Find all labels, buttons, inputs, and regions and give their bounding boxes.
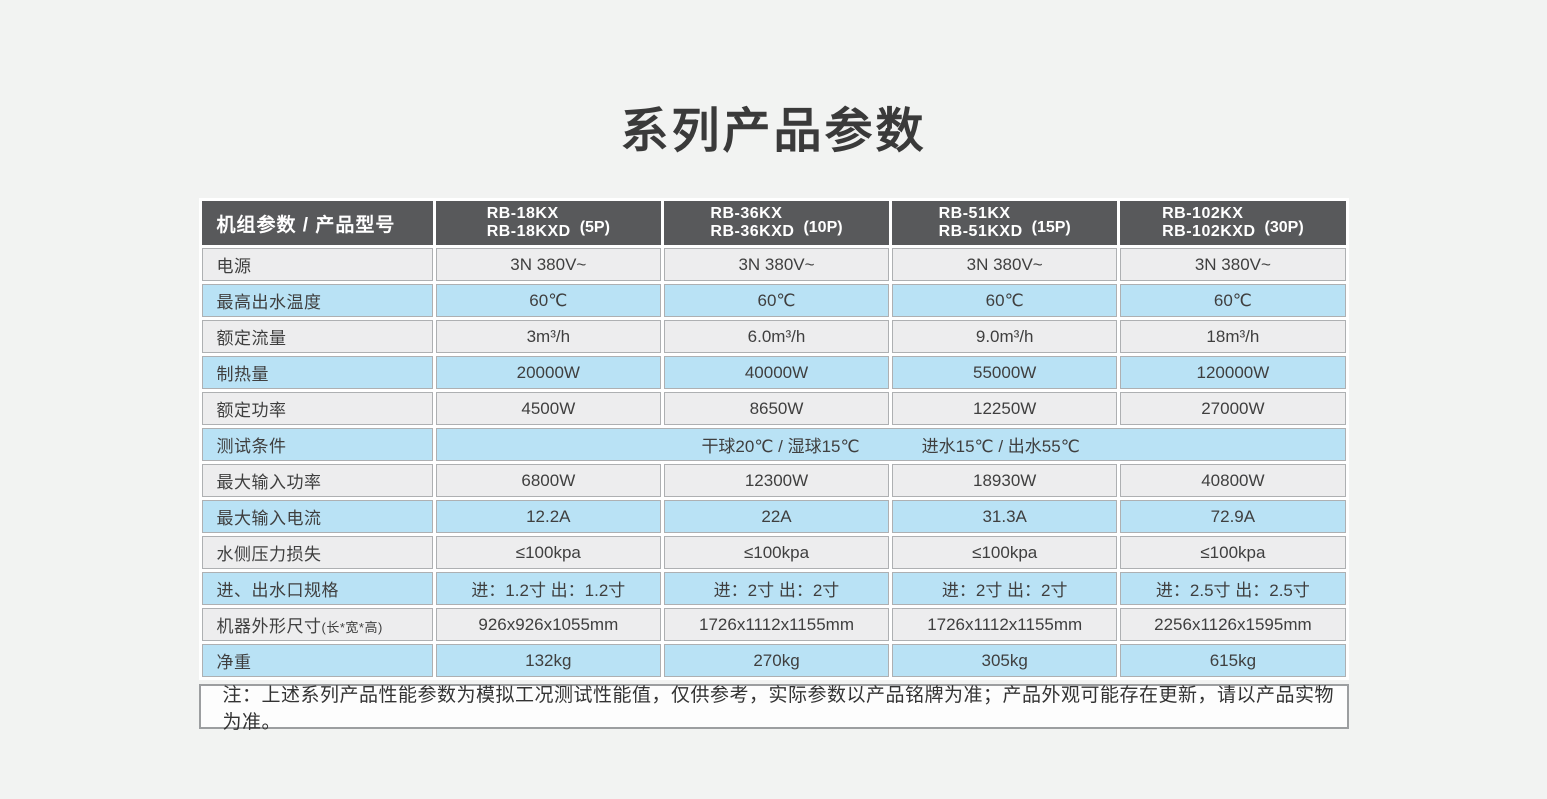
table-row-rated-flow: 额定流量 3m³/h 6.0m³/h 9.0m³/h 18m³/h <box>201 320 1346 353</box>
spec-value: 31.3A <box>892 500 1118 533</box>
spec-value: 926x926x1055mm <box>435 608 661 641</box>
row-label: 最大输入功率 <box>201 464 433 497</box>
table-row-test-conditions: 测试条件 干球20℃ / 湿球15℃ 进水15℃ / 出水55℃ <box>201 428 1346 461</box>
spec-value: 270kg <box>663 644 890 677</box>
table-row-power-supply: 电源 3N 380V~ 3N 380V~ 3N 380V~ 3N 380V~ <box>201 248 1346 281</box>
spec-value: 1726x1112x1155mm <box>663 608 890 641</box>
spec-value: 3N 380V~ <box>1120 248 1346 281</box>
spec-value: ≤100kpa <box>663 536 890 569</box>
spec-value: 305kg <box>892 644 1118 677</box>
table-row-rated-power: 额定功率 4500W 8650W 12250W 27000W <box>201 392 1346 425</box>
row-label: 水侧压力损失 <box>201 536 433 569</box>
model-name-line2: RB-102KXD <box>1162 223 1256 240</box>
spec-value: ≤100kpa <box>435 536 661 569</box>
footnote-text: 注：上述系列产品性能参数为模拟工况测试性能值，仅供参考，实际参数以产品铭牌为准；… <box>222 684 1335 733</box>
header-model-rb36: RB-36KX RB-36KXD (10P) <box>663 201 890 245</box>
table-row-net-weight: 净重 132kg 270kg 305kg 615kg <box>201 644 1346 677</box>
spec-value: 132kg <box>435 644 661 677</box>
spec-value: 3N 380V~ <box>892 248 1118 281</box>
row-label: 额定流量 <box>201 320 433 353</box>
header-row: 机组参数 / 产品型号 RB-18KX RB-18KXD (5P) RB-36K… <box>201 201 1346 245</box>
model-name-line1: RB-51KX <box>938 205 1011 222</box>
spec-value: 2256x1126x1595mm <box>1120 608 1346 641</box>
test-conditions-merged-cell: 干球20℃ / 湿球15℃ 进水15℃ / 出水55℃ <box>435 428 1346 461</box>
spec-value: 60℃ <box>1120 284 1346 317</box>
model-name-line1: RB-18KX <box>486 205 559 222</box>
model-power-rating: (10P) <box>803 218 843 236</box>
row-label: 机器外形尺寸(长*宽*高) <box>201 608 433 641</box>
table-row-max-input-current: 最大输入电流 12.2A 22A 31.3A 72.9A <box>201 500 1346 533</box>
table-row-water-pressure-loss: 水侧压力损失 ≤100kpa ≤100kpa ≤100kpa ≤100kpa <box>201 536 1346 569</box>
spec-value: 60℃ <box>435 284 661 317</box>
row-label: 最大输入电流 <box>201 500 433 533</box>
spec-value: 40000W <box>663 356 890 389</box>
model-name-line1: RB-102KX <box>1162 205 1244 222</box>
row-label: 净重 <box>201 644 433 677</box>
row-label: 电源 <box>201 248 433 281</box>
spec-value: 6800W <box>435 464 661 497</box>
spec-value: 4500W <box>435 392 661 425</box>
spec-value: 615kg <box>1120 644 1346 677</box>
spec-value: 18m³/h <box>1120 320 1346 353</box>
spec-value: 6.0m³/h <box>663 320 890 353</box>
spec-value: 18930W <box>892 464 1118 497</box>
spec-value: 进：2寸 出：2寸 <box>892 572 1118 605</box>
footnote: 注：上述系列产品性能参数为模拟工况测试性能值，仅供参考，实际参数以产品铭牌为准；… <box>198 684 1349 733</box>
spec-table-container: 机组参数 / 产品型号 RB-18KX RB-18KXD (5P) RB-36K… <box>198 198 1349 680</box>
spec-value: 12300W <box>663 464 890 497</box>
spec-value: 22A <box>663 500 890 533</box>
model-name-line2: RB-18KXD <box>486 223 571 240</box>
spec-value: 8650W <box>663 392 890 425</box>
header-param-label: 机组参数 / 产品型号 <box>201 201 433 245</box>
row-label: 制热量 <box>201 356 433 389</box>
spec-value: 120000W <box>1120 356 1346 389</box>
spec-value: 9.0m³/h <box>892 320 1118 353</box>
model-power-rating: (30P) <box>1264 218 1304 236</box>
row-label-suffix: (长*宽*高) <box>321 620 383 635</box>
spec-value: 1726x1112x1155mm <box>892 608 1118 641</box>
spec-value: ≤100kpa <box>892 536 1118 569</box>
spec-value: 12250W <box>892 392 1118 425</box>
row-label: 进、出水口规格 <box>201 572 433 605</box>
test-condition-water: 进水15℃ / 出水55℃ <box>921 437 1080 456</box>
table-row-heating-capacity: 制热量 20000W 40000W 55000W 120000W <box>201 356 1346 389</box>
header-model-rb18: RB-18KX RB-18KXD (5P) <box>435 201 661 245</box>
spec-value: 55000W <box>892 356 1118 389</box>
model-name-line1: RB-36KX <box>710 205 783 222</box>
model-power-rating: (5P) <box>579 218 610 236</box>
table-row-max-input-power: 最大输入功率 6800W 12300W 18930W 40800W <box>201 464 1346 497</box>
spec-value: 进：2寸 出：2寸 <box>663 572 890 605</box>
row-label: 测试条件 <box>201 428 433 461</box>
spec-value: 3N 380V~ <box>663 248 890 281</box>
table-row-dimensions: 机器外形尺寸(长*宽*高) 926x926x1055mm 1726x1112x1… <box>201 608 1346 641</box>
header-model-rb51: RB-51KX RB-51KXD (15P) <box>892 201 1118 245</box>
header-model-rb102: RB-102KX RB-102KXD (30P) <box>1120 201 1346 245</box>
table-row-max-outlet-temp: 最高出水温度 60℃ 60℃ 60℃ 60℃ <box>201 284 1346 317</box>
spec-value: 进：2.5寸 出：2.5寸 <box>1120 572 1346 605</box>
spec-value: 12.2A <box>435 500 661 533</box>
spec-value: 3m³/h <box>435 320 661 353</box>
row-label: 额定功率 <box>201 392 433 425</box>
spec-value: 40800W <box>1120 464 1346 497</box>
model-power-rating: (15P) <box>1031 218 1071 236</box>
row-label: 最高出水温度 <box>201 284 433 317</box>
spec-value: 60℃ <box>892 284 1118 317</box>
table-row-inlet-outlet-size: 进、出水口规格 进：1.2寸 出：1.2寸 进：2寸 出：2寸 进：2寸 出：2… <box>201 572 1346 605</box>
model-name-line2: RB-51KXD <box>938 223 1023 240</box>
model-name-line2: RB-36KXD <box>710 223 795 240</box>
row-label-text: 机器外形尺寸 <box>216 617 322 636</box>
spec-table: 机组参数 / 产品型号 RB-18KX RB-18KXD (5P) RB-36K… <box>198 198 1349 680</box>
spec-value: 27000W <box>1120 392 1346 425</box>
test-condition-air: 干球20℃ / 湿球15℃ <box>701 437 860 456</box>
spec-value: 3N 380V~ <box>435 248 661 281</box>
spec-value: 进：1.2寸 出：1.2寸 <box>435 572 661 605</box>
spec-value: ≤100kpa <box>1120 536 1346 569</box>
spec-value: 72.9A <box>1120 500 1346 533</box>
spec-value: 60℃ <box>663 284 890 317</box>
page-title: 系列产品参数 <box>620 105 927 158</box>
spec-value: 20000W <box>435 356 661 389</box>
